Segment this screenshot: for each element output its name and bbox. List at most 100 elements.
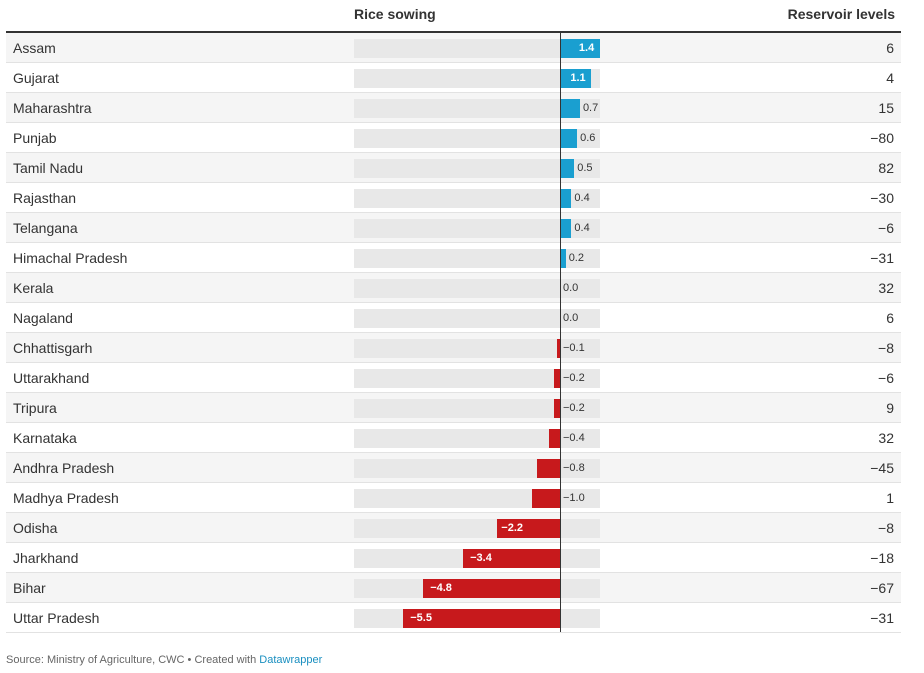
reservoir-value: −18 — [870, 550, 894, 566]
rice-sowing-value: −0.8 — [563, 462, 585, 474]
bar-track — [354, 309, 600, 328]
bar-track — [354, 99, 600, 118]
rice-sowing-value: −0.2 — [563, 372, 585, 384]
reservoir-value: −31 — [870, 250, 894, 266]
state-label: Rajasthan — [13, 190, 77, 206]
column-header-rice-sowing: Rice sowing — [354, 6, 436, 22]
table-row: Tripura −0.2 9 — [6, 393, 901, 423]
reservoir-value: −6 — [878, 370, 894, 386]
table-row: Bihar −4.8 −67 — [6, 573, 901, 603]
rice-sowing-bar — [548, 429, 560, 448]
rice-sowing-value: 0.0 — [563, 282, 579, 294]
rice-sowing-bar — [560, 219, 572, 238]
table-row: Uttar Pradesh −5.5 −31 — [6, 603, 901, 633]
reservoir-value: −6 — [878, 220, 894, 236]
state-label: Odisha — [13, 520, 58, 536]
rice-sowing-bar — [560, 39, 600, 58]
bar-track — [354, 249, 600, 268]
reservoir-value: 4 — [886, 70, 894, 86]
table-row: Assam 1.4 6 — [6, 33, 901, 63]
state-label: Karnataka — [13, 430, 77, 446]
reservoir-value: −45 — [870, 460, 894, 476]
table-row: Himachal Pradesh 0.2 −31 — [6, 243, 901, 273]
table-row: Telangana 0.4 −6 — [6, 213, 901, 243]
reservoir-value: −31 — [870, 610, 894, 626]
table-row: Jharkhand −3.4 −18 — [6, 543, 901, 573]
rice-sowing-value: 1.4 — [578, 42, 595, 54]
rice-sowing-bar — [537, 459, 560, 478]
rice-sowing-bar — [557, 339, 560, 358]
rice-sowing-value: −5.5 — [410, 612, 432, 624]
bar-track — [354, 69, 600, 88]
bar-track — [354, 279, 600, 298]
reservoir-value: 1 — [886, 490, 894, 506]
table-header: Rice sowing Reservoir levels — [6, 0, 901, 33]
reservoir-value: 6 — [886, 310, 894, 326]
rice-sowing-bar — [554, 399, 560, 418]
rice-sowing-bar — [560, 189, 572, 208]
rice-sowing-bar — [403, 609, 560, 628]
reservoir-value: −67 — [870, 580, 894, 596]
rice-sowing-value: −0.1 — [563, 342, 585, 354]
reservoir-value: 9 — [886, 400, 894, 416]
rice-sowing-value: −1.0 — [563, 492, 585, 504]
reservoir-value: −8 — [878, 340, 894, 356]
table-row: Uttarakhand −0.2 −6 — [6, 363, 901, 393]
rice-sowing-bar — [463, 549, 560, 568]
state-label: Andhra Pradesh — [13, 460, 115, 476]
state-label: Gujarat — [13, 70, 59, 86]
state-label: Chhattisgarh — [13, 340, 93, 356]
bar-track — [354, 159, 600, 178]
footer-note: Source: Ministry of Agriculture, CWC • C… — [6, 654, 322, 666]
table-row: Maharashtra 0.7 15 — [6, 93, 901, 123]
column-header-reservoir-levels: Reservoir levels — [787, 6, 895, 22]
reservoir-value: 15 — [878, 100, 894, 116]
state-label: Tamil Nadu — [13, 160, 84, 176]
rice-sowing-value: 0.4 — [574, 192, 590, 204]
rice-sowing-bar — [560, 99, 580, 118]
reservoir-value: 6 — [886, 40, 894, 56]
rice-sowing-value: 0.4 — [574, 222, 590, 234]
bar-track — [354, 39, 600, 58]
bar-track — [354, 189, 600, 208]
bar-track — [354, 219, 600, 238]
table-row: Odisha −2.2 −8 — [6, 513, 901, 543]
reservoir-value: −80 — [870, 130, 894, 146]
reservoir-value: −8 — [878, 520, 894, 536]
rice-sowing-value: 0.6 — [580, 132, 596, 144]
table-row: Gujarat 1.1 4 — [6, 63, 901, 93]
zero-line — [560, 33, 561, 632]
state-label: Punjab — [13, 130, 57, 146]
reservoir-value: 32 — [878, 280, 894, 296]
table-row: Tamil Nadu 0.5 82 — [6, 153, 901, 183]
table-row: Madhya Pradesh −1.0 1 — [6, 483, 901, 513]
rice-sowing-bar — [531, 489, 560, 508]
state-label: Assam — [13, 40, 56, 56]
state-label: Bihar — [13, 580, 46, 596]
rice-sowing-bar — [497, 519, 560, 538]
state-label: Telangana — [13, 220, 78, 236]
table-row: Andhra Pradesh −0.8 −45 — [6, 453, 901, 483]
datawrapper-link[interactable]: Datawrapper — [259, 654, 323, 666]
rice-sowing-bar — [560, 69, 592, 88]
bar-track — [354, 339, 600, 358]
table-body: Assam 1.4 6 Gujarat 1.1 4 Maharashtra 0.7 15 Punj… — [6, 33, 901, 633]
state-label: Uttar Pradesh — [13, 610, 100, 626]
table-row: Kerala 0.0 32 — [6, 273, 901, 303]
rice-sowing-bar — [554, 369, 560, 388]
table-row: Punjab 0.6 −80 — [6, 123, 901, 153]
rice-sowing-value: −4.8 — [430, 582, 452, 594]
table-row: Karnataka −0.4 32 — [6, 423, 901, 453]
state-label: Tripura — [13, 400, 57, 416]
rice-sowing-value: −3.4 — [470, 552, 492, 564]
rice-sowing-value: 0.7 — [582, 102, 599, 114]
rice-sowing-bar — [560, 249, 566, 268]
rice-sowing-value: 0.2 — [568, 252, 584, 264]
rice-sowing-value: 0.0 — [563, 312, 579, 324]
state-label: Jharkhand — [13, 550, 79, 566]
rice-sowing-bar — [560, 129, 578, 148]
state-label: Uttarakhand — [13, 370, 90, 386]
rice-sowing-value: −0.4 — [563, 432, 585, 444]
table-row: Rajasthan 0.4 −30 — [6, 183, 901, 213]
rice-sowing-bar — [560, 159, 575, 178]
